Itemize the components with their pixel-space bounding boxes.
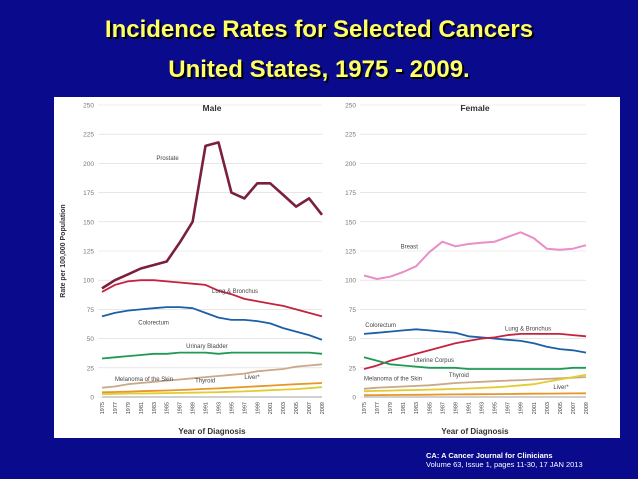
- female-series-melanoma-label: Melanoma of the Skin: [364, 377, 422, 383]
- female-x-tick-label: 1977: [375, 402, 381, 414]
- male-series-colorectum-line: [101, 306, 323, 341]
- female-panel-title: Female: [460, 103, 490, 113]
- female-y-tick-label: 150: [345, 219, 356, 226]
- male-y-tick-label: 0: [90, 395, 94, 402]
- female-y-tick-label: 125: [345, 249, 356, 256]
- female-x-tick-label: 2003: [545, 402, 551, 414]
- female-series-melanoma-line: [363, 376, 587, 390]
- female-x-tick-label: 1999: [519, 402, 525, 414]
- male-y-tick-label: 125: [83, 249, 94, 256]
- female-x-tick-label: 1981: [401, 402, 407, 414]
- male-x-tick-label: 1975: [100, 402, 106, 414]
- male-x-tick-label: 1991: [204, 402, 210, 414]
- female-y-tick-label: 75: [349, 307, 357, 314]
- female-series-lung-label: Lung & Bronchus: [505, 326, 551, 332]
- female-y-tick-label: 25: [349, 365, 357, 372]
- male-x-tick-label: 1997: [242, 402, 248, 414]
- female-series-breast-label: Breast: [401, 245, 419, 251]
- male-y-tick-label: 25: [87, 365, 95, 372]
- male-x-tick-label: 2005: [294, 402, 300, 414]
- female-x-tick-label: 1995: [493, 402, 499, 414]
- female-y-tick-label: 200: [345, 161, 356, 168]
- male-x-tick-label: 1983: [152, 402, 158, 414]
- female-x-tick-label: 1987: [440, 402, 446, 414]
- male-y-tick-label: 50: [87, 336, 95, 343]
- male-y-tick-label: 175: [83, 190, 94, 197]
- female-series-liver-line: [363, 392, 587, 397]
- female-series-breast-line: [363, 231, 587, 280]
- male-y-tick-label: 225: [83, 132, 94, 139]
- female-x-tick-label: 1979: [388, 402, 394, 414]
- male-series-bladder-line: [101, 351, 323, 360]
- male-y-tick-label: 75: [87, 307, 95, 314]
- male-series-thyroid-line: [101, 386, 323, 395]
- female-x-tick-label: 1991: [466, 402, 472, 414]
- male-x-tick-label: 1985: [165, 402, 171, 414]
- female-series-lung-line: [363, 332, 587, 370]
- female-x-tick-label: 1983: [414, 402, 420, 414]
- male-series-lung-label: Lung & Bronchus: [212, 289, 258, 295]
- chart-panel: 0 25 50 75 100 125 150 175 200 225 250 1975 1977 1979…: [54, 97, 620, 438]
- male-series-prostate-label: Prostate: [156, 156, 179, 162]
- female-x-tick-label: 2001: [532, 402, 538, 414]
- male-x-tick-label: 1999: [255, 402, 261, 414]
- female-x-tick-label: 2007: [571, 402, 577, 414]
- male-x-tick-label: 1987: [178, 402, 184, 414]
- female-y-tick-label: 100: [345, 278, 356, 285]
- female-x-tick-label: 2009: [584, 402, 590, 414]
- female-series-thyroid-label: Thyroid: [449, 373, 469, 379]
- male-series-melanoma-label: Melanoma of the Skin: [115, 377, 173, 383]
- female-series-thyroid-line: [363, 373, 587, 393]
- citation-volume: Volume 63, Issue 1, pages 11-30, 17 JAN …: [426, 460, 583, 469]
- male-y-tick-label: 100: [83, 278, 94, 285]
- female-series-colorectum-label: Colorectum: [365, 323, 396, 329]
- male-y-tick-label: 150: [83, 219, 94, 226]
- female-y-tick-label: 250: [345, 103, 356, 110]
- y-axis-label: Rate per 100,000 Population: [60, 204, 67, 297]
- male-y-tick-label: 200: [83, 161, 94, 168]
- slide-title-line1: Incidence Rates for Selected Cancers: [104, 16, 534, 43]
- female-x-tick-label: 1997: [506, 402, 512, 414]
- male-x-tick-label: 1979: [126, 402, 132, 414]
- male-x-tick-label: 1993: [216, 402, 222, 414]
- male-series-melanoma-line: [101, 363, 323, 389]
- slide-title-line2: United States, 1975 - 2009.: [168, 56, 470, 83]
- male-panel-title: Male: [203, 103, 222, 113]
- male-series-thyroid-label: Thyroid: [195, 378, 215, 384]
- female-x-tick-label: 1989: [453, 402, 459, 414]
- female-x-tick-label: 1975: [362, 402, 368, 414]
- male-series-prostate-line: [101, 141, 324, 290]
- female-y-tick-label: 50: [349, 336, 357, 343]
- male-y-tick-label: 250: [83, 103, 94, 110]
- male-x-tick-label: 2007: [307, 402, 313, 414]
- female-y-tick-label: 225: [345, 132, 356, 139]
- male-series-bladder-label: Urinary Bladder: [186, 344, 228, 350]
- male-x-tick-label: 1989: [191, 402, 197, 414]
- female-x-tick-label: 1993: [480, 402, 486, 414]
- female-x-tick-label: 1985: [427, 402, 433, 414]
- male-x-tick-label: 1981: [139, 402, 145, 414]
- male-series-liver-label: Liver*: [244, 375, 260, 381]
- female-series-uterine-line: [363, 356, 586, 370]
- female-y-tick-label: 175: [345, 190, 356, 197]
- male-series-liver-line: [101, 382, 323, 394]
- male-x-axis-label: Year of Diagnosis: [178, 427, 246, 436]
- male-series-colorectum-label: Colorectum: [138, 321, 169, 327]
- female-series-uterine-label: Uterine Corpus: [414, 358, 454, 364]
- male-x-tick-label: 2003: [281, 402, 287, 414]
- female-x-axis-label: Year of Diagnosis: [441, 427, 509, 436]
- male-x-tick-label: 1977: [113, 402, 119, 414]
- female-y-tick-label: 0: [352, 395, 356, 402]
- female-series-liver-label: Liver*: [553, 385, 569, 391]
- male-x-tick-label: 2009: [320, 402, 326, 414]
- male-x-tick-label: 1995: [229, 402, 235, 414]
- citation-journal: CA: A Cancer Journal for Clinicians: [426, 451, 553, 460]
- male-x-tick-label: 2001: [268, 402, 274, 414]
- male-series-lung-line: [101, 279, 323, 318]
- female-series-colorectum-line: [363, 328, 587, 354]
- female-x-tick-label: 2005: [558, 402, 564, 414]
